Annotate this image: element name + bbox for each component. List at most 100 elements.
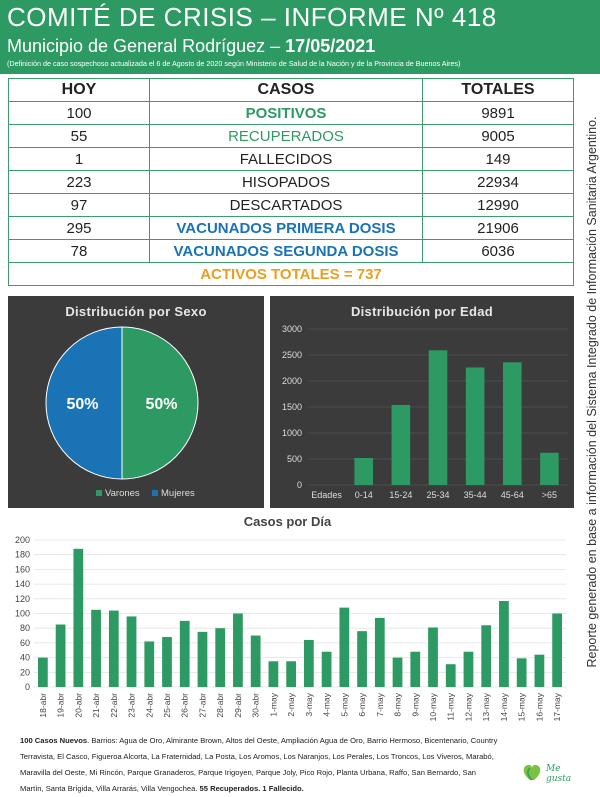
day-bar <box>410 651 421 687</box>
activos-totales: ACTIVOS TOTALES = 737 <box>8 262 574 286</box>
total-cell: 9891 <box>422 101 574 125</box>
x-tick-label: 10-may <box>428 692 438 721</box>
activos-row: ACTIVOS TOTALES = 737 <box>8 262 574 286</box>
y-tick-label: 100 <box>15 609 30 619</box>
total-cell: 149 <box>422 147 574 171</box>
day-bar <box>339 607 350 687</box>
day-bar <box>303 639 314 687</box>
x-tick-label: 26-abr <box>180 693 190 718</box>
casos-cell: DESCARTADOS <box>149 193 423 217</box>
y-tick-label: 2500 <box>282 350 302 360</box>
table-row: 223 HISOPADOS 22934 <box>8 170 574 194</box>
day-bar <box>37 657 48 687</box>
x-tick-label: 17-may <box>552 692 562 721</box>
y-tick-label: 180 <box>15 550 30 560</box>
casos-cell: HISOPADOS <box>149 170 423 194</box>
day-bar <box>268 661 279 687</box>
pie-label: 50% <box>146 396 178 413</box>
chart-title: Casos por Día <box>243 514 332 529</box>
day-bar <box>392 657 403 687</box>
day-bar <box>357 631 367 687</box>
report-date: 17/05/2021 <box>285 36 376 56</box>
x-tick-label: 13-may <box>481 692 491 721</box>
day-bar <box>108 610 119 687</box>
age-bar <box>428 350 448 485</box>
day-bar <box>534 654 545 687</box>
hoy-cell: 55 <box>8 124 150 148</box>
table-row: 97 DESCARTADOS 12990 <box>8 193 574 217</box>
day-bar <box>463 651 474 687</box>
day-bar <box>499 601 509 687</box>
y-tick-label: 140 <box>15 579 30 589</box>
day-bar <box>286 661 297 687</box>
table-row: 78 VACUNADOS SEGUNDA DOSIS 6036 <box>8 239 574 263</box>
day-bar <box>215 628 226 687</box>
age-bar <box>391 404 411 485</box>
table-row: 1 FALLECIDOS 149 <box>8 147 574 171</box>
day-bar <box>321 651 332 687</box>
y-tick-label: 3000 <box>282 324 302 334</box>
header-hoy: HOY <box>8 78 150 102</box>
legend-label: Varones <box>105 488 140 499</box>
footer-text: 100 Casos Nuevos. Barrios: Agua de Oro, … <box>20 733 500 797</box>
day-bar <box>374 617 385 687</box>
header-casos: CASOS <box>149 78 423 102</box>
day-bar <box>445 664 456 687</box>
x-tick-label: 2-may <box>286 692 296 716</box>
pie-slice-varones <box>121 326 199 480</box>
day-bar <box>552 613 563 687</box>
age-distribution-panel: Distribución por Edad 0 500 1000 1500 2000 25… <box>270 296 574 508</box>
y-tick-label: 1000 <box>282 428 302 438</box>
report-subtitle: Municipio de General Rodríguez – 17/05/2… <box>7 36 375 57</box>
y-tick-label: 0 <box>297 480 302 490</box>
table-row: 100 POSITIVOS 9891 <box>8 101 574 125</box>
day-bar <box>126 616 137 687</box>
day-bar <box>179 620 190 687</box>
heart-logo-icon <box>523 764 541 781</box>
chart-title: Distribución por Sexo <box>65 304 207 319</box>
municipality-label: Municipio de General Rodríguez – <box>7 36 281 56</box>
casos-cell: POSITIVOS <box>149 101 423 125</box>
day-bar <box>428 627 438 687</box>
x-tick-label: 3-may <box>304 692 314 716</box>
hoy-cell: 100 <box>8 101 150 125</box>
total-cell: 6036 <box>422 239 574 263</box>
age-bar <box>354 457 373 485</box>
me-gusta-logo: Me gusta <box>520 760 580 784</box>
day-bar <box>73 548 84 687</box>
chart-title: Distribución por Edad <box>350 304 494 319</box>
y-tick-label: 20 <box>20 667 30 677</box>
y-tick-label: 40 <box>20 653 30 663</box>
day-bar <box>481 625 492 687</box>
legend-label: Mujeres <box>161 488 195 499</box>
daily-bar-chart: 0 20 40 60 80 100 120 140 160 180 200 18-abr 19-abr 2… <box>15 535 566 721</box>
table-header-row: HOY CASOS TOTALES <box>8 78 574 102</box>
x-tick-label: 12-may <box>463 692 473 721</box>
y-tick-label: 500 <box>287 454 302 464</box>
x-tick-label: 8-may <box>393 692 403 716</box>
x-tick-label: 15-24 <box>389 490 412 500</box>
day-bar <box>516 658 527 687</box>
age-bar-chart: 0 500 1000 1500 2000 2500 3000 Edades 0-14 15-24 2… <box>282 324 568 500</box>
day-bar <box>162 637 172 687</box>
age-bar <box>540 452 559 485</box>
daily-cases-panel: Casos por Día 0 20 40 60 80 100 120 140 160 180 20… <box>0 510 575 732</box>
hoy-cell: 223 <box>8 170 150 194</box>
day-bar <box>250 635 261 687</box>
y-tick-label: 80 <box>20 623 30 633</box>
hoy-cell: 78 <box>8 239 150 263</box>
total-cell: 9005 <box>422 124 574 148</box>
x-tick-label: 30-abr <box>251 693 261 718</box>
day-bar <box>91 609 101 687</box>
pie-slice-mujeres <box>45 326 123 480</box>
legend-swatch <box>152 490 158 496</box>
total-cell: 12990 <box>422 193 574 217</box>
day-bar <box>144 641 155 687</box>
x-tick-label: 27-abr <box>197 693 207 718</box>
x-tick-label: 29-abr <box>233 693 243 718</box>
pie-label: 50% <box>66 396 98 413</box>
x-tick-label: 21-abr <box>91 693 101 718</box>
y-tick-label: 1500 <box>282 402 302 412</box>
y-tick-label: 160 <box>15 564 30 574</box>
x-tick-label: 24-abr <box>144 693 154 718</box>
